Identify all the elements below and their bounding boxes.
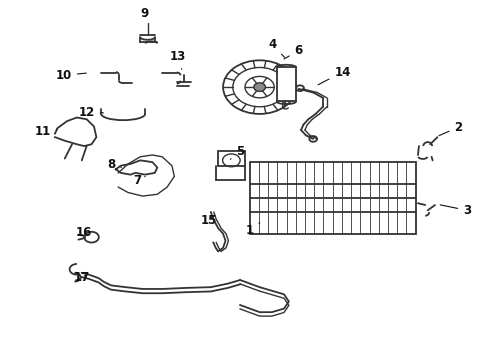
Bar xyxy=(250,162,416,234)
Text: 12: 12 xyxy=(78,106,103,120)
Text: 15: 15 xyxy=(200,213,217,226)
Text: 8: 8 xyxy=(107,158,122,171)
Bar xyxy=(277,67,296,102)
Text: 2: 2 xyxy=(439,121,463,136)
Text: 16: 16 xyxy=(76,226,93,239)
Bar xyxy=(218,152,245,166)
Text: 17: 17 xyxy=(74,271,90,284)
Text: 7: 7 xyxy=(134,174,145,187)
Text: 10: 10 xyxy=(56,69,86,82)
Text: 14: 14 xyxy=(318,66,351,85)
Text: 1: 1 xyxy=(246,223,260,237)
Circle shape xyxy=(254,83,266,91)
Text: 6: 6 xyxy=(284,44,303,59)
Text: 9: 9 xyxy=(140,7,148,20)
Text: 11: 11 xyxy=(35,125,57,138)
Text: 3: 3 xyxy=(440,204,471,217)
Text: 5: 5 xyxy=(230,145,244,159)
Text: 13: 13 xyxy=(170,50,186,69)
Text: 4: 4 xyxy=(269,39,285,57)
